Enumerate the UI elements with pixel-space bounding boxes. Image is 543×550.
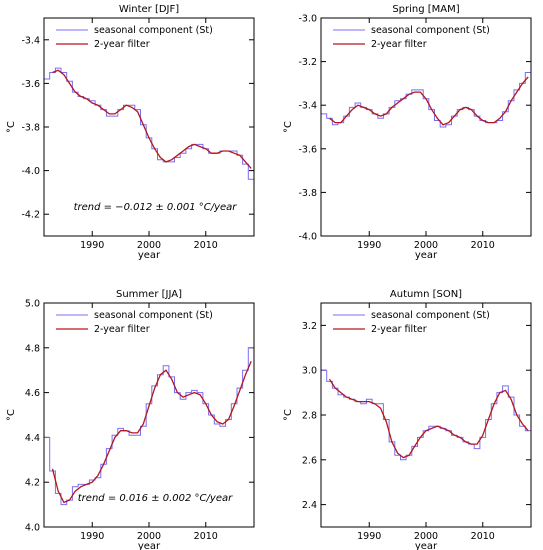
x-tick-label: 2000	[414, 240, 438, 251]
chart-panel-3: Summer [JJA] 4.0 4.2 4.4 4.6 4.8 5.0 1990 2000 20…	[6, 289, 255, 550]
chart-title: Summer [JJA]	[116, 289, 182, 300]
chart-title: Spring [MAM]	[392, 4, 459, 15]
y-axis-label: °C	[283, 409, 294, 421]
seasonal-component-series	[44, 67, 254, 180]
two-year-filter-series	[328, 378, 529, 459]
legend-label: 2-year filter	[371, 324, 427, 335]
x-tick-label: 1990	[357, 531, 381, 542]
plot-frame	[43, 17, 255, 237]
y-tick-label: -3.6	[21, 79, 40, 90]
x-tick-label: 2000	[414, 531, 438, 542]
y-tick-label: 4.2	[25, 478, 40, 489]
x-tick-label: 1990	[80, 531, 104, 542]
y-axis-label: °C	[6, 121, 17, 133]
y-tick-label: 5.0	[25, 299, 40, 310]
trend-annotation: trend = −0.012 ± 0.001 °C/year	[74, 202, 238, 213]
x-tick-label: 2000	[137, 240, 161, 251]
y-tick-label: -3.4	[298, 101, 317, 112]
x-tick-label: 2010	[471, 240, 495, 251]
chart-title: Winter [DJF]	[119, 4, 179, 15]
plot-frame	[320, 302, 532, 528]
legend: seasonal component (St) 2-year filter	[56, 310, 213, 335]
chart-panel-2: Spring [MAM] -4.0 -3.8 -3.6 -3.4 -3.2 -3.0 1990…	[283, 4, 532, 261]
x-axis-label: year	[415, 250, 438, 261]
legend: seasonal component (St) 2-year filter	[56, 25, 213, 50]
seasonal-component-series	[321, 369, 531, 461]
seasonal-component-series	[44, 347, 254, 506]
y-tick-label: 2.4	[302, 500, 317, 511]
y-tick-label: -4.0	[21, 166, 40, 177]
y-tick-label: -3.4	[21, 35, 40, 46]
legend: seasonal component (St) 2-year filter	[333, 310, 490, 335]
legend-label: 2-year filter	[371, 39, 427, 50]
legend-label: seasonal component (St)	[371, 310, 490, 321]
y-tick-label: -3.6	[298, 144, 317, 155]
y-tick-label: -4.2	[21, 210, 40, 221]
y-axis-label: °C	[283, 121, 294, 133]
x-axis-label: year	[138, 541, 161, 550]
two-year-filter-series	[52, 69, 252, 169]
legend-label: 2-year filter	[94, 324, 150, 335]
x-axis-label: year	[415, 541, 438, 550]
legend: seasonal component (St) 2-year filter	[333, 25, 490, 50]
chart-panel-1: Winter [DJF] -4.2 -4.0 -3.8 -3.6 -3.4 1990 2000…	[6, 4, 255, 261]
x-tick-label: 2010	[471, 531, 495, 542]
chart-panel-4: Autumn [SON] 2.4 2.6 2.8 3.0 3.2 1990 2000 2010 y…	[283, 289, 532, 550]
y-tick-label: -4.0	[298, 232, 317, 243]
y-tick-label: 4.0	[25, 523, 40, 534]
legend-label: seasonal component (St)	[371, 25, 490, 36]
x-tick-label: 1990	[80, 240, 104, 251]
y-tick-label: -3.8	[298, 188, 317, 199]
legend-label: seasonal component (St)	[94, 310, 213, 321]
y-tick-label: -3.8	[21, 123, 40, 134]
y-tick-label: 2.8	[302, 411, 317, 422]
x-tick-label: 1990	[357, 240, 381, 251]
y-tick-label: 3.2	[302, 321, 317, 332]
x-tick-label: 2010	[194, 240, 218, 251]
chart-title: Autumn [SON]	[390, 289, 462, 300]
x-tick-label: 2010	[194, 531, 218, 542]
y-tick-label: -3.2	[298, 57, 317, 68]
plot-frame	[320, 17, 532, 237]
y-tick-label: -3.0	[298, 14, 317, 25]
x-axis-label: year	[138, 250, 161, 261]
trend-annotation: trend = 0.016 ± 0.002 °C/year	[78, 493, 233, 504]
two-year-filter-series	[329, 76, 529, 126]
legend-label: seasonal component (St)	[94, 25, 213, 36]
y-tick-label: 4.6	[25, 388, 40, 399]
y-tick-label: 3.0	[302, 366, 317, 377]
y-tick-label: 2.6	[302, 455, 317, 466]
y-tick-label: 4.8	[25, 343, 40, 354]
y-tick-label: 4.4	[25, 433, 40, 444]
plot-frame	[43, 302, 255, 528]
two-year-filter-series	[51, 360, 252, 504]
y-axis-label: °C	[6, 409, 17, 421]
legend-label: 2-year filter	[94, 39, 150, 50]
x-tick-label: 2000	[137, 531, 161, 542]
